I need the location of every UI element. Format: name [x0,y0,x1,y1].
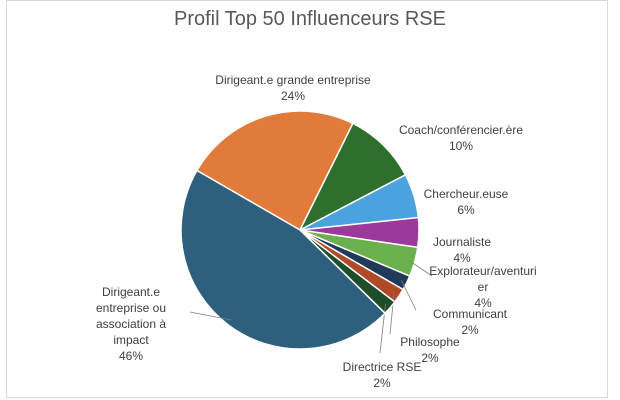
slice-name-label: Dirigeant.e grande entreprise [215,73,371,87]
slice-name-label: entreprise ou [96,301,166,315]
slice-name-label: Explorateur/aventuri [429,264,536,278]
slice-name-label: Communicant [433,307,508,321]
slice-percent-label: 2% [421,351,439,365]
slice-name-label: Philosophe [400,335,460,349]
slice-name-label: Chercheur.euse [424,187,509,201]
pie-slice [195,110,354,232]
pie-slice [298,122,407,232]
slice-percent-label: 4% [474,296,492,310]
leader-line [400,280,417,311]
slice-name-label: impact [113,333,149,347]
slice-name-label: Directrice RSE [343,360,422,374]
slice-name-label: association à [96,317,166,331]
slice-percent-label: 24% [281,89,305,103]
slice-name-label: Journaliste [433,235,491,249]
slice-percent-label: 2% [373,376,391,390]
leader-line [408,260,433,277]
slice-percent-label: 10% [449,139,473,153]
slice-percent-label: 2% [461,323,479,337]
slice-name-label: Coach/conférencier.ère [399,123,523,137]
slice-percent-label: 6% [457,203,475,217]
pie-slice [180,169,387,350]
slice-name-label: er [478,280,489,294]
slice-name-label: Dirigeant.e [102,285,160,299]
chart-title: Profil Top 50 Influenceurs RSE [173,8,446,30]
slice-percent-label: 4% [453,251,471,265]
leader-line [189,311,232,321]
leader-line [389,292,395,335]
slice-percent-label: 46% [119,349,143,363]
